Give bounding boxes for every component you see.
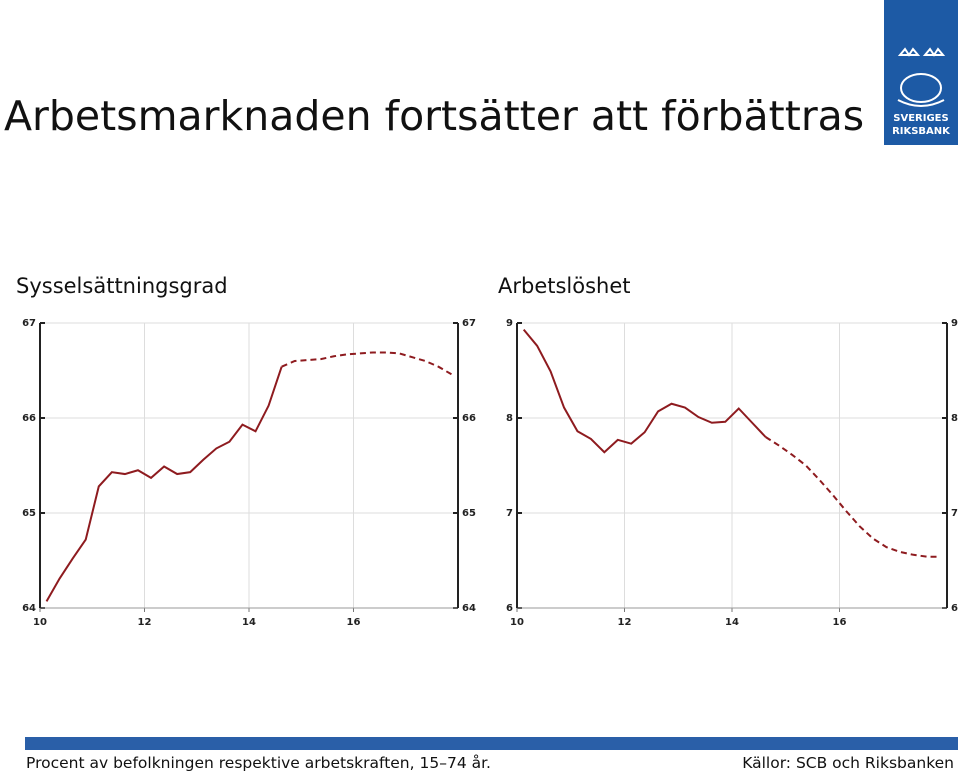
x-tick-label: 10 (33, 617, 47, 628)
chart-title: Sysselsättningsgrad (16, 274, 228, 298)
x-tick-label: 14 (242, 617, 256, 628)
y-tick-label: 65 (462, 508, 476, 519)
footnote: Procent av befolkningen respektive arbet… (26, 754, 491, 772)
x-tick-label: 16 (347, 617, 361, 628)
y-tick-label: 9 (951, 318, 958, 329)
y-tick-label: 66 (462, 413, 476, 424)
y-tick-label: 7 (951, 508, 958, 519)
chart-title: Arbetslöshet (498, 274, 631, 298)
x-tick-label: 12 (618, 617, 632, 628)
y-tick-label: 67 (22, 318, 36, 329)
y-tick-label: 65 (22, 508, 36, 519)
x-tick-label: 12 (138, 617, 152, 628)
y-tick-label: 66 (22, 413, 36, 424)
x-tick-label: 10 (510, 617, 524, 628)
y-tick-label: 9 (506, 318, 513, 329)
data-line (765, 436, 941, 558)
y-tick-label: 6 (951, 603, 958, 614)
y-tick-label: 8 (951, 413, 958, 424)
x-tick-label: 16 (833, 617, 847, 628)
logo-emblem (897, 47, 946, 107)
data-line (281, 351, 452, 376)
slide-title: Arbetsmarknaden fortsätter att förbättra… (4, 92, 864, 140)
logo-text: RIKSBANK (892, 126, 951, 137)
y-tick-label: 7 (506, 508, 513, 519)
y-tick-label: 8 (506, 413, 513, 424)
y-tick-label: 67 (462, 318, 476, 329)
logo-box (884, 0, 958, 145)
y-tick-label: 64 (462, 603, 476, 614)
source: Källor: SCB och Riksbanken (742, 754, 954, 772)
footer-bar (25, 737, 958, 750)
data-line (522, 329, 767, 454)
logo-text: SVERIGES (893, 113, 948, 124)
y-tick-label: 6 (506, 603, 513, 614)
data-line (45, 366, 283, 602)
x-tick-label: 14 (725, 617, 739, 628)
y-tick-label: 64 (22, 603, 36, 614)
